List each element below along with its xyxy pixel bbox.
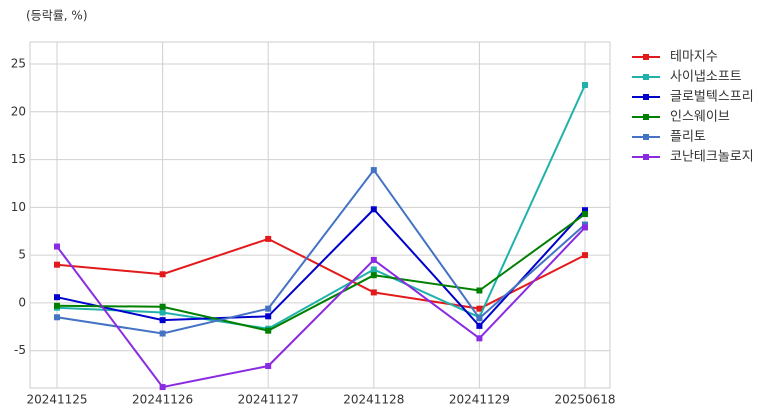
y-tick-label: 20 bbox=[11, 104, 26, 118]
point-marker bbox=[54, 302, 60, 309]
point-marker bbox=[582, 211, 588, 218]
point-marker bbox=[265, 235, 272, 242]
series-line bbox=[56, 168, 586, 335]
point-marker bbox=[582, 207, 588, 214]
x-tick-label: 20250618 bbox=[554, 393, 615, 407]
point-marker bbox=[370, 256, 377, 263]
y-tick-label: 0 bbox=[18, 295, 26, 309]
y-tick-label: 25 bbox=[11, 56, 26, 70]
legend-label: 인스웨이브 bbox=[670, 110, 730, 125]
point-marker bbox=[265, 363, 272, 370]
chart-title: (등락률, %) bbox=[26, 9, 88, 23]
point-marker bbox=[370, 206, 377, 213]
series-line bbox=[56, 213, 586, 332]
legend-marker bbox=[643, 94, 649, 100]
point-marker bbox=[476, 287, 483, 294]
point-marker bbox=[476, 335, 483, 342]
point-marker bbox=[582, 224, 588, 231]
point-marker bbox=[370, 266, 377, 273]
point-marker bbox=[159, 309, 166, 316]
point-marker bbox=[54, 314, 60, 321]
x-tick-label: 20241125 bbox=[26, 393, 87, 407]
point-marker bbox=[54, 261, 60, 268]
plot-frame bbox=[29, 41, 611, 389]
legend-marker bbox=[643, 74, 649, 80]
legend-label: 사이냅소프트 bbox=[670, 70, 742, 85]
legend-marker bbox=[643, 134, 649, 140]
point-marker bbox=[582, 252, 588, 259]
point-marker bbox=[54, 243, 60, 250]
y-tick-label: 15 bbox=[11, 152, 26, 166]
legend-label: 테마지수 bbox=[670, 50, 718, 65]
y-tick-label: 5 bbox=[18, 248, 26, 262]
series-line bbox=[56, 237, 586, 310]
x-tick-label: 20241128 bbox=[343, 393, 404, 407]
point-marker bbox=[159, 303, 166, 310]
point-marker bbox=[370, 167, 377, 174]
point-marker bbox=[370, 272, 377, 279]
legend-label: 코난테크놀로지 bbox=[670, 150, 754, 165]
point-marker bbox=[476, 322, 483, 329]
legend-marker bbox=[643, 114, 649, 120]
legend-marker bbox=[643, 54, 649, 60]
point-marker bbox=[265, 327, 272, 334]
legend-marker bbox=[643, 154, 649, 160]
point-marker bbox=[159, 330, 166, 337]
point-marker bbox=[476, 315, 483, 322]
x-tick-label: 20241127 bbox=[238, 393, 299, 407]
point-marker bbox=[582, 82, 588, 89]
point-marker bbox=[159, 384, 166, 391]
x-tick-label: 20241126 bbox=[132, 393, 193, 407]
legend-label: 글로벌텍스프리 bbox=[670, 90, 754, 105]
series-line bbox=[56, 207, 586, 328]
y-tick-label: -5 bbox=[14, 343, 26, 357]
series-line bbox=[56, 226, 586, 389]
point-marker bbox=[265, 305, 272, 312]
point-marker bbox=[476, 305, 483, 312]
point-marker bbox=[159, 317, 166, 324]
point-marker bbox=[370, 289, 377, 296]
legend-label: 플리토 bbox=[670, 130, 706, 145]
x-tick-label: 20241129 bbox=[449, 393, 510, 407]
point-marker bbox=[54, 294, 60, 301]
y-tick-label: 10 bbox=[11, 200, 26, 214]
point-marker bbox=[159, 271, 166, 278]
point-marker bbox=[265, 313, 272, 320]
